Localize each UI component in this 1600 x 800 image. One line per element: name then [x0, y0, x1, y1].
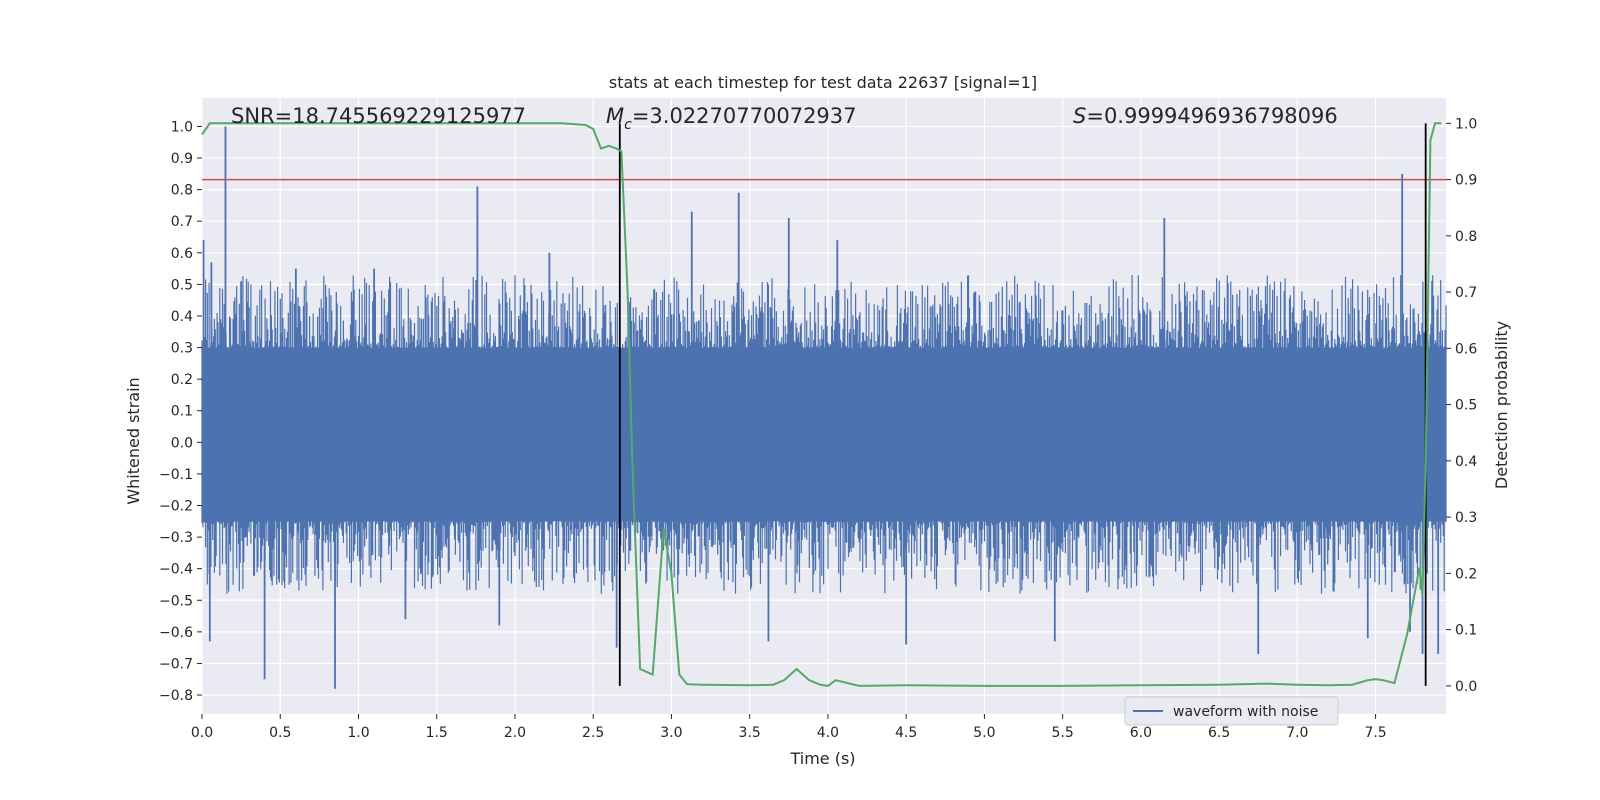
x-axis-label: Time (s): [789, 749, 855, 768]
y-tick-label: −0.5: [159, 593, 193, 609]
probability-series: [201, 122, 1442, 687]
y-tick-label: 0.7: [171, 214, 193, 230]
legend-box: [1124, 696, 1339, 726]
y2-tick-label: 0.3: [1455, 510, 1477, 526]
y-tick-label: 0.5: [171, 277, 193, 293]
y-tick-label: −0.8: [159, 688, 193, 704]
x-tick-label: 2.0: [504, 725, 526, 741]
y-tick-label: 0.9: [171, 151, 193, 167]
waveform-series: [201, 126, 1447, 689]
y-tick-label: 0.0: [171, 435, 193, 451]
y2-tick-label: 0.4: [1455, 454, 1477, 470]
x-tick-label: 3.0: [660, 725, 682, 741]
y-axis-label: Whitened strain: [124, 377, 143, 504]
y2-tick-label: 0.7: [1455, 285, 1477, 301]
chart-title: stats at each timestep for test data 226…: [609, 73, 1037, 92]
x-tick-label: 7.5: [1364, 725, 1386, 741]
x-tick-label: 1.5: [426, 725, 448, 741]
y2-axis-label: Detection probability: [1492, 321, 1511, 489]
chirp-mass-annotation: Mc=3.02270770072937: [606, 104, 857, 133]
y-tick-label: −0.1: [159, 467, 193, 483]
y-tick-label: −0.4: [159, 562, 193, 578]
y-tick-label: 0.1: [171, 404, 193, 420]
x-tick-label: 1.0: [347, 725, 369, 741]
x-tick-label: 6.5: [1208, 725, 1230, 741]
y-tick-label: 0.2: [171, 372, 193, 388]
x-tick-label: 0.5: [269, 725, 291, 741]
y-tick-label: −0.3: [159, 530, 193, 546]
chirp-mass-value: =3.02270770072937: [632, 104, 857, 128]
y-tick-label: 0.3: [171, 341, 193, 357]
x-tick-label: 7.0: [1286, 725, 1308, 741]
x-tick-label: 4.5: [895, 725, 917, 741]
legend: waveform with noise: [1124, 696, 1339, 726]
y2-tick-label: 0.2: [1455, 566, 1477, 582]
y-tick-label: −0.6: [159, 625, 193, 641]
y-tick-label: 0.6: [171, 246, 193, 262]
y2-tick-label: 0.0: [1455, 679, 1477, 695]
y2-tick-label: 0.8: [1455, 229, 1477, 245]
x-tick-label: 5.5: [1051, 725, 1073, 741]
s-annotation: S=0.9999496936798096: [1073, 104, 1338, 128]
y2-tick-label: 0.6: [1455, 341, 1477, 357]
axes: 0.0 0.5 1.0 1.5 2.0 2.5 3.0 3.5 4.0 4.5 5.0 5.5 6.0 6…: [159, 116, 1477, 741]
y-tick-label: −0.7: [159, 656, 193, 672]
s-value: =0.9999496936798096: [1086, 104, 1337, 128]
legend-label-waveform: waveform with noise: [1173, 704, 1318, 720]
y2-tick-label: 0.5: [1455, 398, 1477, 414]
x-tick-label: 2.5: [582, 725, 604, 741]
y-tick-label: 0.8: [171, 183, 193, 199]
snr-annotation: SNR=18.745569229125977: [231, 104, 526, 128]
y-tick-label: −0.2: [159, 499, 193, 515]
x-tick-label: 3.5: [739, 725, 761, 741]
s-symbol: S: [1073, 104, 1086, 128]
x-tick-label: 5.0: [973, 725, 995, 741]
x-tick-label: 4.0: [817, 725, 839, 741]
detection-probability-line: [201, 122, 1442, 687]
chirp-mass-subscript: c: [624, 117, 632, 133]
chirp-mass-symbol: M: [606, 104, 624, 128]
y2-tick-label: 0.9: [1455, 173, 1477, 189]
x-tick-label: 0.0: [191, 725, 213, 741]
y-tick-label: 0.4: [171, 309, 193, 325]
y2-tick-label: 0.1: [1455, 623, 1477, 639]
waveform-noise-trace: [201, 275, 1447, 594]
y2-tick-label: 1.0: [1455, 116, 1477, 132]
x-tick-label: 6.0: [1130, 725, 1152, 741]
y-tick-label: 1.0: [171, 119, 193, 135]
